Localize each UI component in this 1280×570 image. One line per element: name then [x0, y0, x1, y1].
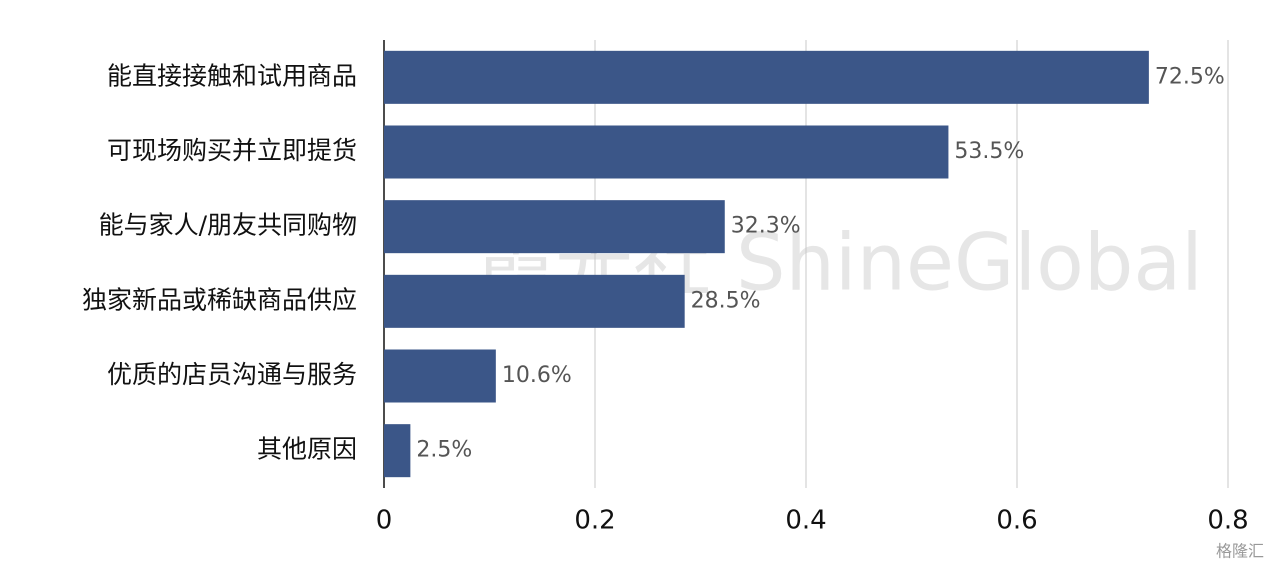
x-tick-label: 0.4 — [785, 506, 826, 536]
bar — [384, 424, 411, 478]
bar — [384, 125, 949, 179]
y-tick-label: 能与家人/朋友共同购物 — [99, 211, 357, 240]
y-tick-label: 独家新品或稀缺商品供应 — [82, 285, 357, 314]
x-tick-label: 0.6 — [996, 506, 1037, 536]
bar — [384, 274, 685, 328]
y-tick-label: 能直接接触和试用商品 — [107, 61, 357, 90]
y-tick-label: 可现场购买并立即提货 — [107, 136, 357, 165]
bar — [384, 200, 725, 254]
value-label: 32.3% — [731, 214, 801, 239]
x-tick-label: 0.2 — [574, 506, 615, 536]
source-logo: 格隆汇 — [1216, 542, 1264, 561]
value-label: 28.5% — [691, 288, 761, 313]
bar — [384, 50, 1149, 104]
value-label: 10.6% — [502, 363, 572, 388]
bar — [384, 349, 496, 403]
value-label: 2.5% — [416, 438, 472, 463]
y-tick-label: 优质的店员沟通与服务 — [107, 360, 357, 389]
x-tick-label: 0.8 — [1207, 506, 1248, 536]
x-tick-label: 0 — [376, 506, 393, 536]
y-tick-label: 其他原因 — [257, 435, 357, 464]
value-label: 72.5% — [1155, 64, 1225, 89]
value-label: 53.5% — [954, 139, 1024, 164]
